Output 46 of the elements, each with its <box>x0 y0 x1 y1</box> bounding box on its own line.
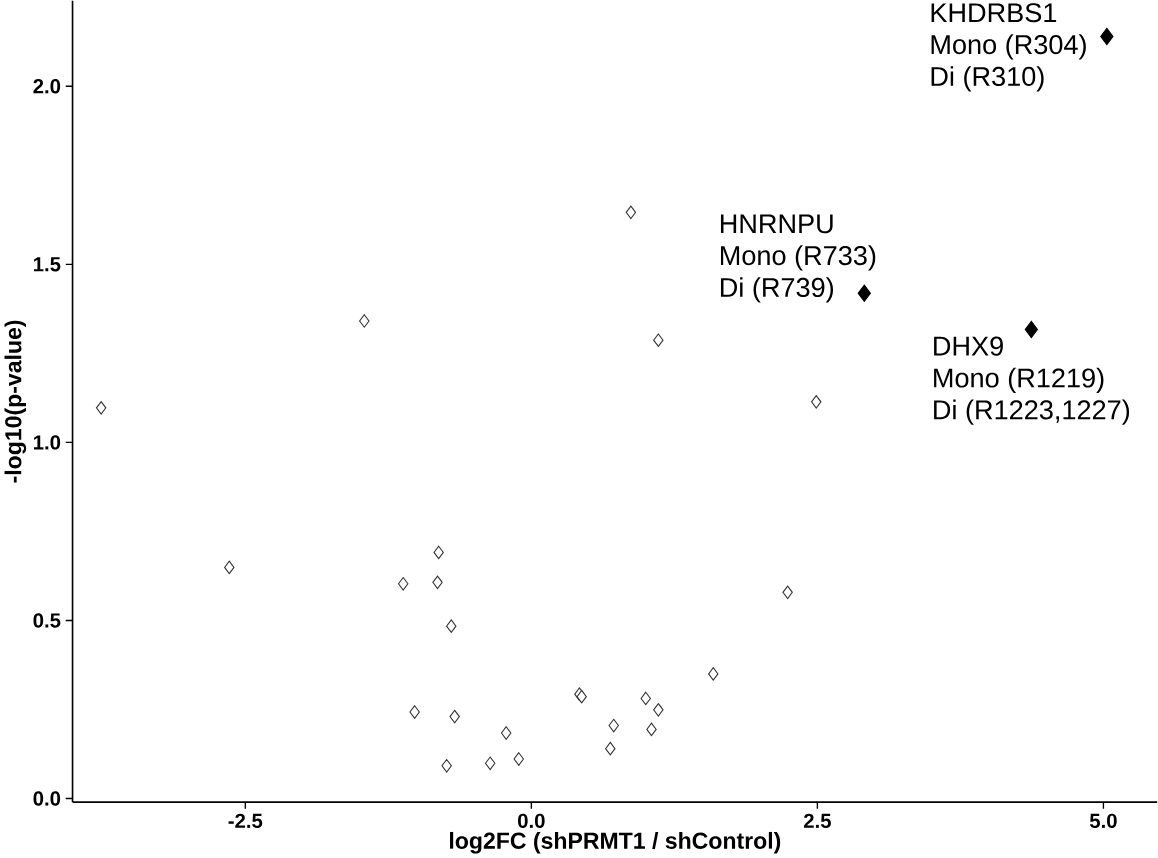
y-tick-label: 0.5 <box>33 613 61 628</box>
x-tick-label: 2.5 <box>803 813 831 829</box>
x-axis-title: log2FC (shPRMT1 / shControl) <box>450 831 781 854</box>
annotation: Di (R1223,1227) <box>934 399 1130 425</box>
point <box>646 722 657 737</box>
point <box>640 691 651 706</box>
annotation: KHDRBS1 <box>931 3 1057 23</box>
point <box>446 619 457 633</box>
x-tick-label: -2.5 <box>228 813 263 829</box>
y-axis-title: -log10(p-value) <box>4 320 27 483</box>
point <box>484 756 496 771</box>
point <box>359 314 370 328</box>
annotation: Di (R310) <box>931 66 1044 92</box>
point <box>433 545 444 560</box>
annotation: Mono (R304) <box>931 34 1086 60</box>
point <box>605 741 616 756</box>
y-tick-label: 2.0 <box>33 79 61 94</box>
y-tick-label: 1.5 <box>33 257 61 272</box>
y-tick-label: 0.0 <box>33 791 61 806</box>
annotation: DHX9 <box>934 336 1003 356</box>
x-tick-label: 5.0 <box>1089 813 1117 829</box>
point <box>513 752 524 766</box>
x-tick-label: 0.0 <box>518 813 545 829</box>
point <box>224 560 235 575</box>
point <box>95 401 107 415</box>
point <box>811 395 822 409</box>
point <box>708 667 719 681</box>
point <box>608 718 619 733</box>
point <box>782 585 793 600</box>
annotation: Di (R739) <box>720 277 834 303</box>
point <box>857 284 871 302</box>
point <box>500 726 512 740</box>
point <box>449 709 460 724</box>
point <box>441 758 452 773</box>
point <box>625 205 637 220</box>
point <box>653 333 664 347</box>
y-tick-label: 1.0 <box>33 435 61 450</box>
annotation: Mono (R733) <box>720 245 876 271</box>
point <box>432 575 443 590</box>
point <box>1024 320 1038 339</box>
annotation: Mono (R1219) <box>934 367 1104 393</box>
point <box>1100 27 1114 46</box>
point <box>397 576 409 591</box>
point <box>409 705 420 719</box>
annotation: HNRNPU <box>720 214 833 234</box>
point <box>653 703 664 717</box>
